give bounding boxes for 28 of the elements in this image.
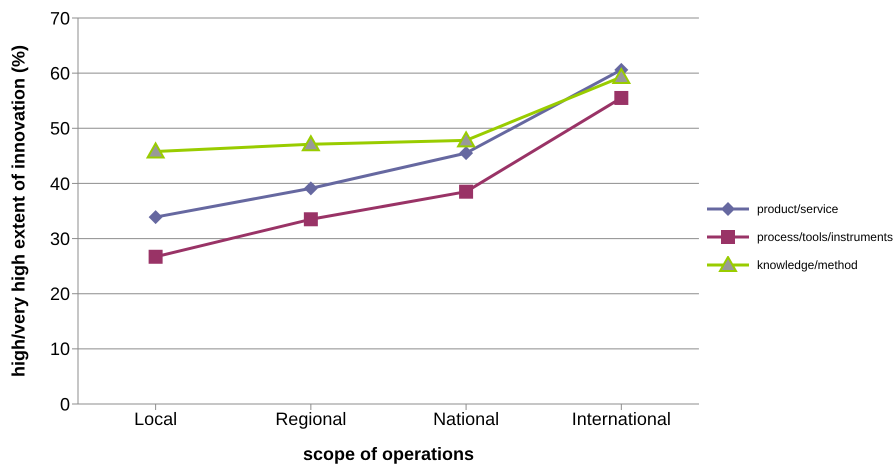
y-tick-label: 10 (50, 339, 70, 360)
point (612, 68, 630, 84)
y-tick-label: 0 (60, 394, 70, 414)
x-tick-label: National (433, 408, 500, 429)
point (148, 210, 163, 224)
y-tick-label: 70 (50, 8, 70, 28)
point (457, 131, 476, 148)
legend-label: process/tools/instruments (756, 230, 893, 244)
point (459, 184, 474, 199)
point (304, 212, 318, 226)
x-axis-title: scope of operations (302, 444, 474, 464)
point (459, 146, 474, 160)
y-axis-title: high/very high extent of innovation (%) (8, 44, 28, 378)
legend-label: product/service (756, 202, 838, 216)
y-tick-label: 50 (50, 118, 70, 139)
x-tick-label: Local (134, 408, 178, 429)
point (614, 90, 628, 105)
point (302, 135, 320, 152)
y-tick-label: 60 (50, 64, 70, 84)
legend-label: knowledge/method (756, 258, 858, 272)
y-tick-label: 20 (50, 284, 70, 304)
point (146, 142, 165, 158)
x-tick-label: Regional (275, 408, 346, 429)
y-tick-label: 40 (50, 174, 70, 194)
point (148, 250, 163, 264)
y-tick-label: 30 (50, 228, 70, 249)
point (304, 181, 318, 196)
x-tick-label: International (572, 408, 671, 429)
